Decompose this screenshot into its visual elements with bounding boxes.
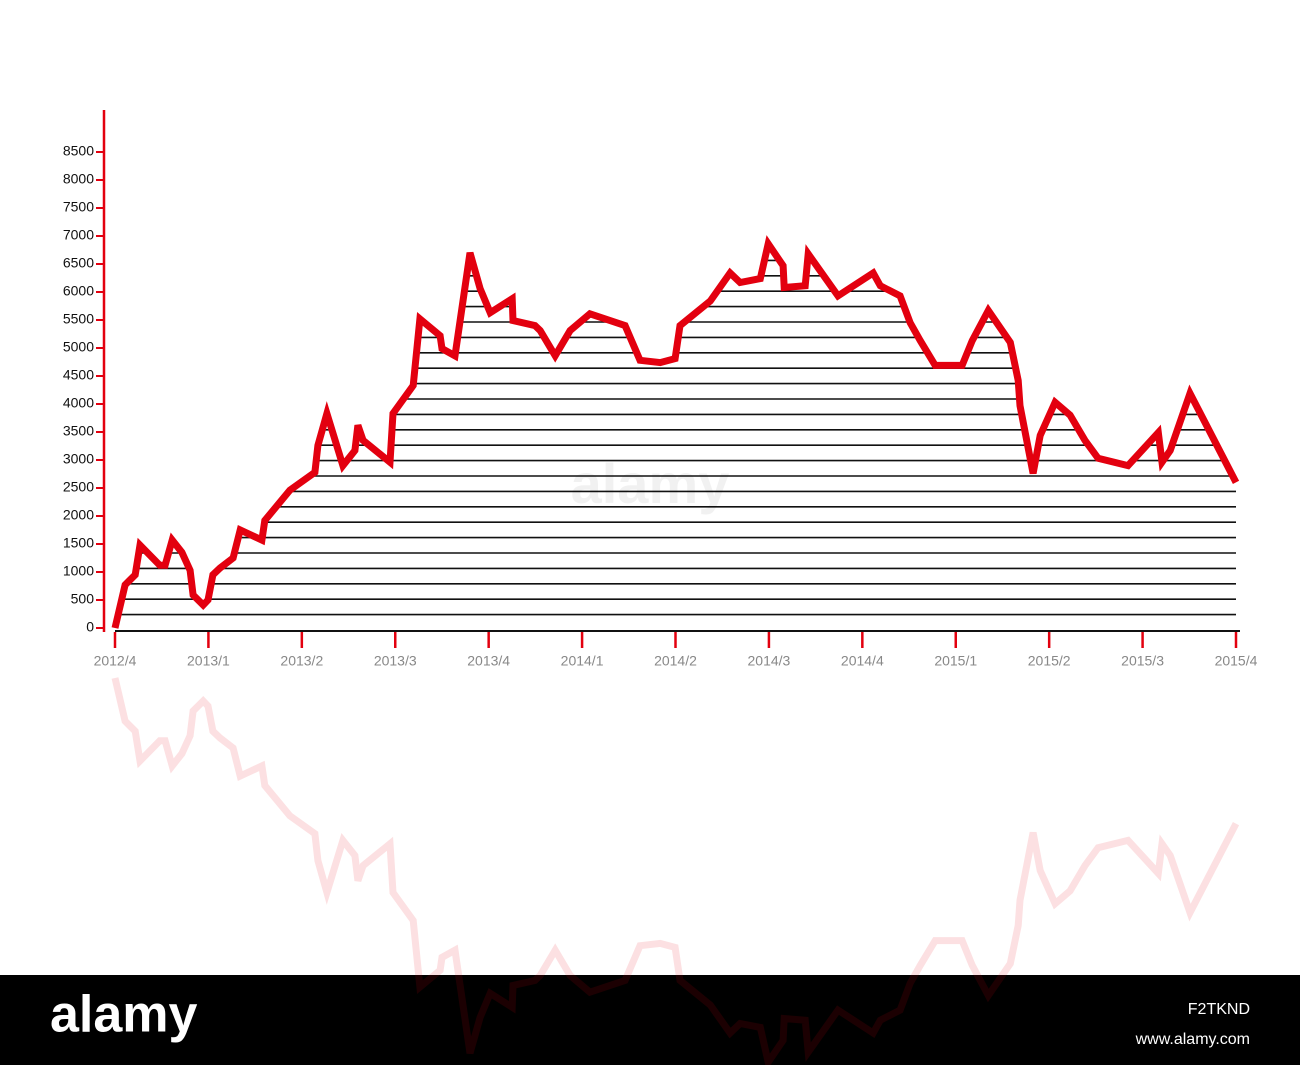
x-tick-label: 2015/1 — [934, 653, 977, 669]
x-tick-label: 2013/3 — [374, 653, 417, 669]
x-tick-label: 2012/4 — [94, 653, 137, 669]
y-tick-label: 4000 — [63, 395, 94, 411]
x-tick-label: 2015/3 — [1121, 653, 1164, 669]
y-tick-label: 1000 — [63, 563, 94, 579]
hatch-fill — [115, 244, 1236, 616]
x-tick-label: 2014/3 — [748, 653, 791, 669]
footer-id: F2TKND — [1188, 1001, 1250, 1018]
y-tick-label: 5500 — [63, 311, 94, 327]
y-tick-label: 2500 — [63, 479, 94, 495]
y-tick-label: 3000 — [63, 451, 94, 467]
y-tick-label: 3500 — [63, 423, 94, 439]
y-tick-label: 7500 — [63, 199, 94, 215]
x-tick-label: 2014/1 — [561, 653, 604, 669]
y-tick-label: 1500 — [63, 535, 94, 551]
y-tick-label: 8000 — [63, 171, 94, 187]
x-tick-label: 2014/4 — [841, 653, 884, 669]
reflection-line — [111, 677, 1240, 1065]
x-tick-label: 2013/4 — [467, 653, 510, 669]
x-tick-label: 2015/2 — [1028, 653, 1071, 669]
footer-bar — [0, 975, 1300, 1065]
y-tick-label: 8500 — [63, 143, 94, 159]
y-tick-label: 500 — [71, 591, 95, 607]
data-line — [111, 235, 1240, 629]
y-tick-label: 5000 — [63, 339, 94, 355]
x-tick-label: 2014/2 — [654, 653, 697, 669]
footer-url: www.alamy.com — [1135, 1031, 1250, 1048]
y-tick-label: 6000 — [63, 283, 94, 299]
x-tick-label: 2015/4 — [1215, 653, 1258, 669]
y-tick-label: 2000 — [63, 507, 94, 523]
footer-brand: alamy — [50, 986, 198, 1044]
y-tick-label: 0 — [86, 619, 94, 635]
y-tick-label: 7000 — [63, 227, 94, 243]
reflection — [111, 677, 1240, 1065]
x-tick-label: 2013/1 — [187, 653, 230, 669]
y-tick-label: 4500 — [63, 367, 94, 383]
x-tick-label: 2013/2 — [280, 653, 323, 669]
y-tick-label: 6500 — [63, 255, 94, 271]
watermark: alamy — [571, 452, 730, 515]
